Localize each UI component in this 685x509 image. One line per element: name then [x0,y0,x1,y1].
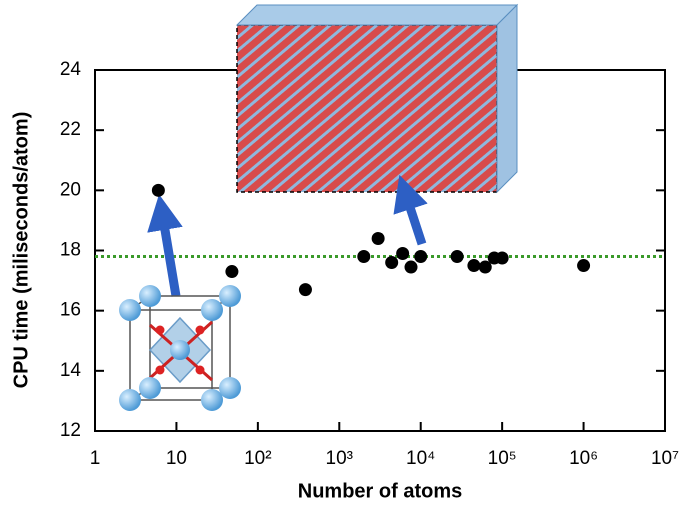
data-point [478,260,492,274]
data-point [414,250,428,264]
x-tick-label: 10⁵ [488,448,517,469]
y-tick-label: 18 [60,240,81,261]
data-point [577,259,591,273]
x-axis-label: Number of atoms [298,480,462,502]
data-point [357,250,371,264]
y-tick-label: 14 [60,360,82,381]
data-point [404,260,418,274]
data-point [396,247,410,261]
data-point [467,259,481,273]
data-point [450,250,464,264]
y-axis-label: CPU time (miliseconds/atom) [10,112,32,389]
x-tick-label: 10² [244,448,271,469]
data-point [298,283,312,297]
data-point [385,256,399,270]
x-tick-label: 10⁶ [569,448,598,469]
x-tick-label: 10⁴ [406,448,435,469]
arrow [147,194,183,297]
data-point [225,265,239,279]
y-tick-label: 16 [60,300,81,321]
y-tick-label: 12 [60,420,81,441]
x-tick-label: 10⁷ [651,448,679,469]
x-tick-label: 1 [90,448,101,469]
y-tick-label: 20 [60,179,81,200]
x-tick-label: 10³ [326,448,353,469]
y-tick-label: 24 [60,59,82,80]
arrow [393,174,428,246]
y-tick-label: 22 [60,119,81,140]
data-point [151,183,165,197]
data-point [371,231,385,245]
slab-inset [235,3,519,194]
x-tick-label: 10 [166,448,187,469]
data-point [495,251,509,265]
cell-inset [119,285,241,411]
